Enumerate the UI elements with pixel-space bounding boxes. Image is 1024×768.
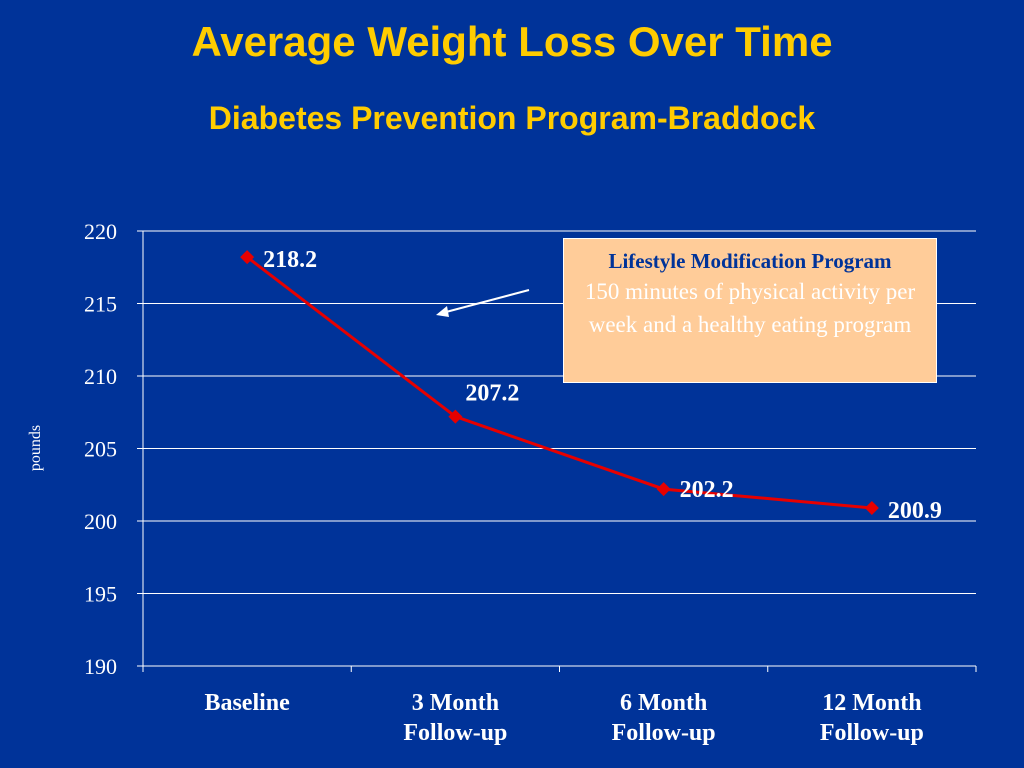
chart-title: Average Weight Loss Over Time [191,18,833,65]
annotation-arrow-head [436,306,449,317]
x-tick-label: 3 Month Follow-up [403,690,507,746]
y-tick-label: 195 [84,582,117,607]
y-tick-label: 200 [84,509,117,534]
data-point [864,500,879,515]
data-label: 207.2 [465,381,519,407]
y-tick-label: 205 [84,437,117,462]
x-tick-label: 12 Month Follow-up [820,690,924,746]
annotation-arrow-line [445,289,530,313]
data-label: 218.2 [263,247,317,273]
x-tick-label: Baseline [204,690,290,716]
data-point [448,409,463,424]
y-axis-label: pounds [27,425,44,471]
program-callout-box: Lifestyle Modification Program 150 minut… [563,238,937,383]
y-tick-label: 190 [84,654,117,679]
callout-body: 150 minutes of physical activity per wee… [584,279,916,337]
data-label: 202.2 [680,477,734,503]
y-tick-label: 215 [84,292,117,317]
data-point [240,250,255,265]
callout-heading: Lifestyle Modification Program [608,249,892,273]
data-label: 200.9 [888,498,942,524]
chart-subtitle: Diabetes Prevention Program-Braddock [208,100,816,136]
series-line [246,255,873,510]
y-tick-label: 220 [84,219,117,244]
data-point [656,482,671,497]
x-tick-label: 6 Month Follow-up [612,690,716,746]
y-tick-label: 210 [84,364,117,389]
